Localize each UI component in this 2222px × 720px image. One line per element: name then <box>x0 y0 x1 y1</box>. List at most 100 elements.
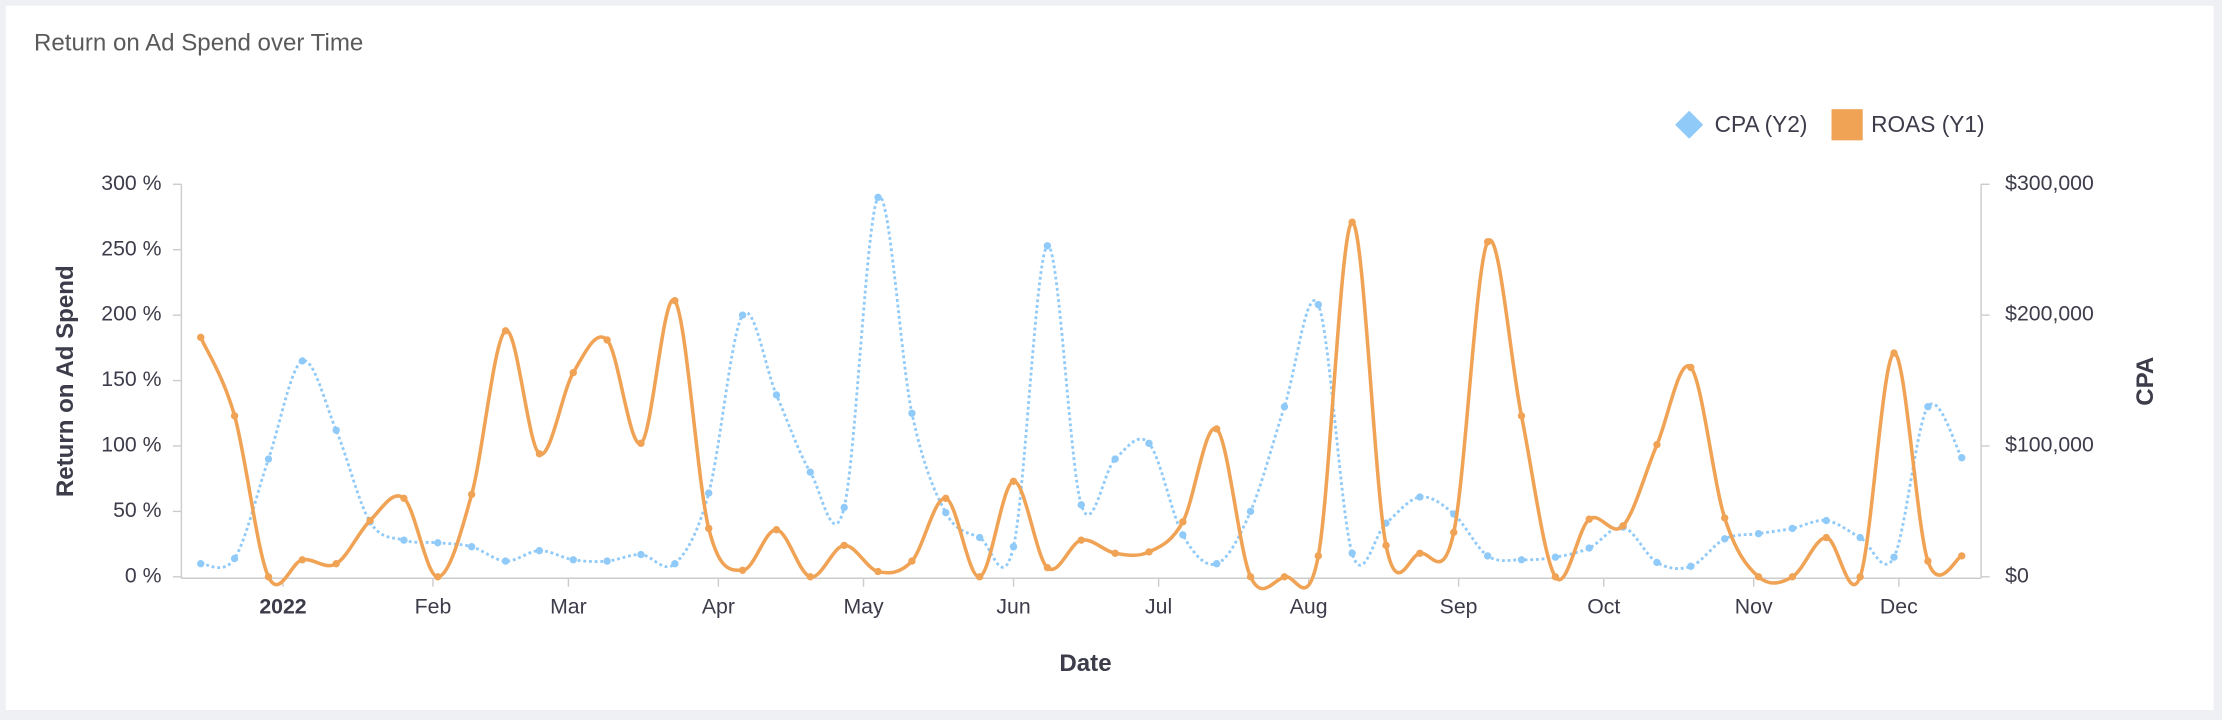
x-tick-label: Aug <box>1290 595 1328 619</box>
x-tick-label: Dec <box>1880 595 1918 619</box>
point <box>1382 541 1390 550</box>
x-tick-label: Nov <box>1735 595 1773 619</box>
point <box>1890 553 1898 561</box>
point <box>1958 454 1966 462</box>
point <box>738 311 747 319</box>
point <box>1856 533 1864 542</box>
point <box>1416 549 1424 557</box>
point <box>1653 440 1661 449</box>
y-axis-title: Return on Ad Spend <box>52 265 79 497</box>
point <box>1450 528 1458 537</box>
point <box>772 391 781 399</box>
point <box>197 560 205 568</box>
point <box>535 450 544 458</box>
point <box>332 426 340 434</box>
point <box>467 543 476 551</box>
y-tick-label: 50 % <box>113 498 162 522</box>
legend-label[interactable]: CPA (Y2) <box>1715 111 1808 137</box>
point <box>1619 522 1627 530</box>
point <box>908 409 916 417</box>
point <box>1179 518 1187 526</box>
y-tick-label: 250 % <box>101 236 161 260</box>
point <box>298 357 307 365</box>
x-tick-label: Jun <box>996 595 1030 619</box>
x-tick-label: Jul <box>1145 595 1172 619</box>
point <box>637 439 645 448</box>
point <box>840 541 848 550</box>
point <box>535 546 544 555</box>
point <box>1585 544 1593 552</box>
point <box>1314 552 1322 560</box>
point <box>332 560 340 568</box>
point <box>975 573 984 581</box>
point <box>501 557 510 565</box>
point <box>1483 552 1492 560</box>
point <box>705 524 713 533</box>
x-tick-label: May <box>843 595 884 619</box>
point <box>264 573 273 581</box>
chart-title: Return on Ad Spend over Time <box>34 29 363 56</box>
point <box>1077 536 1085 544</box>
x-tick-label: Sep <box>1440 595 1478 619</box>
point <box>1653 558 1661 567</box>
y-tick-label: 0 % <box>125 563 162 587</box>
x-tick-label: Oct <box>1587 595 1620 619</box>
point <box>298 556 307 564</box>
point <box>1314 300 1322 309</box>
legend-label[interactable]: ROAS (Y1) <box>1871 111 1984 137</box>
point <box>1111 455 1119 463</box>
y2-axis-title: CPA <box>2132 357 2159 406</box>
point <box>1958 552 1966 560</box>
point <box>1009 477 1018 485</box>
point <box>1687 363 1695 372</box>
point <box>603 557 611 565</box>
y-tick-label: 150 % <box>101 367 161 391</box>
point <box>1213 425 1221 433</box>
point <box>1348 218 1356 226</box>
point <box>1213 560 1221 568</box>
point <box>467 490 476 499</box>
point <box>569 556 577 564</box>
x-tick-label: Feb <box>415 595 452 619</box>
point <box>671 560 679 568</box>
point <box>1280 573 1289 581</box>
point <box>434 539 442 547</box>
x-tick-label: Apr <box>702 595 735 619</box>
point <box>806 468 815 476</box>
series-line <box>199 220 1963 591</box>
point <box>1145 548 1153 556</box>
point <box>840 503 848 512</box>
point <box>1721 514 1729 522</box>
point <box>705 489 713 497</box>
point <box>1517 556 1526 564</box>
point <box>230 554 239 563</box>
point <box>1416 493 1424 501</box>
legend-marker[interactable] <box>1831 109 1863 141</box>
point <box>671 297 679 305</box>
point <box>501 327 510 335</box>
point <box>1551 553 1560 561</box>
y-tick-label: 300 % <box>101 171 161 195</box>
point <box>1924 557 1932 565</box>
point <box>1822 516 1830 525</box>
point <box>942 509 950 517</box>
point <box>1754 529 1763 538</box>
point <box>1111 549 1119 557</box>
point <box>569 369 577 377</box>
point <box>1822 533 1830 542</box>
point <box>1280 403 1289 411</box>
point <box>1890 349 1898 357</box>
point <box>1721 535 1729 543</box>
y-tick-label: 100 % <box>101 433 161 457</box>
point <box>637 550 645 559</box>
point <box>1348 549 1356 557</box>
point <box>1585 515 1593 523</box>
point <box>264 455 273 463</box>
y2-tick-label: $200,000 <box>2005 302 2094 326</box>
point <box>1483 238 1492 246</box>
point <box>1043 242 1052 250</box>
point <box>1246 573 1255 581</box>
point <box>1043 563 1052 572</box>
